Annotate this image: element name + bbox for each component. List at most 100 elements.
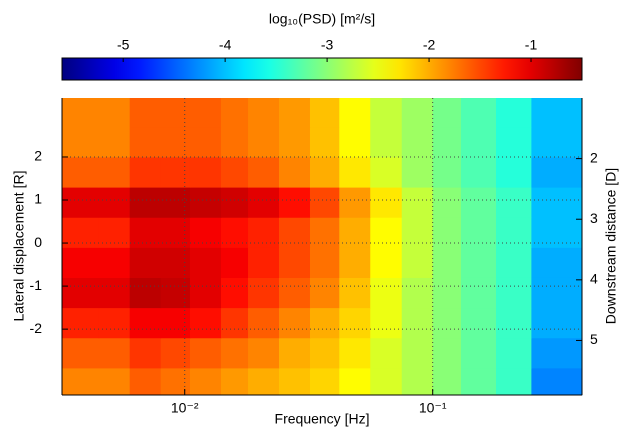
heatmap-cell	[98, 277, 131, 309]
heatmap-cell	[432, 307, 462, 339]
heatmap-cell	[339, 307, 371, 339]
heatmap-cell	[401, 337, 434, 369]
heatmap-cell	[339, 217, 371, 248]
heatmap-cell	[531, 98, 583, 128]
heatmap-cell	[432, 187, 462, 218]
heatmap-cell	[248, 126, 280, 158]
colorbar-title: log₁₀(PSD) [m²/s]	[269, 11, 375, 27]
heatmap-cell	[189, 247, 222, 278]
colorbar-tick-label: -1	[525, 37, 538, 53]
heatmap-cell	[496, 337, 532, 369]
heatmap-cell	[339, 367, 371, 396]
heatmap-cell	[220, 307, 249, 339]
heatmap-cell	[160, 126, 191, 158]
heatmap-cell	[401, 187, 434, 218]
heatmap-cell	[279, 337, 311, 369]
heatmap-cell	[279, 126, 311, 158]
heatmap-cell	[62, 98, 100, 128]
heatmap-cell	[220, 156, 249, 188]
heatmap-cell	[62, 156, 100, 188]
heatmap-cell	[460, 247, 497, 278]
heatmap-cell	[62, 277, 100, 309]
heatmap-cell	[160, 247, 191, 278]
heatmap-cell	[339, 277, 371, 309]
heatmap-cell	[98, 247, 131, 278]
heatmap-cell	[496, 247, 532, 278]
heatmap-cell	[189, 277, 222, 309]
heatmap-cell	[496, 156, 532, 188]
heatmap-cell	[160, 307, 191, 339]
heatmap-cell	[62, 337, 100, 369]
heatmap-cell	[432, 217, 462, 248]
x-tick-label: 10⁻²	[171, 400, 199, 416]
heatmap-cell	[62, 367, 100, 396]
heatmap-cell	[220, 277, 249, 309]
heatmap-cell	[98, 307, 131, 339]
heatmap-cell	[309, 187, 340, 218]
heatmap-cell	[309, 156, 340, 188]
heatmap-cell	[432, 98, 462, 128]
heatmap-cell	[98, 187, 131, 218]
y-tick-label: -2	[30, 320, 43, 336]
heatmap-cell	[401, 307, 434, 339]
heatmap-cell	[62, 217, 100, 248]
heatmap-cell	[160, 277, 191, 309]
heatmap-cell	[401, 247, 434, 278]
heatmap-cell	[220, 247, 249, 278]
heatmap-cell	[160, 156, 191, 188]
heatmap-cell	[279, 247, 311, 278]
y-tick-label: 0	[34, 234, 42, 250]
heatmap-cell	[129, 156, 162, 188]
y2-axis-label: Downstream distance [D]	[603, 168, 619, 324]
heatmap-cell	[370, 367, 403, 396]
x-tick-label: 10⁻¹	[419, 400, 447, 416]
heatmap-cell	[189, 307, 222, 339]
heatmap-cell	[279, 156, 311, 188]
heatmap-cell	[496, 98, 532, 128]
heatmap-cell	[248, 247, 280, 278]
heatmap-cell	[160, 187, 191, 218]
heatmap-cell	[339, 98, 371, 128]
heatmap-cell	[339, 337, 371, 369]
heatmap-cell	[460, 307, 497, 339]
heatmap-cell	[401, 156, 434, 188]
heatmap-cell	[98, 367, 131, 396]
heatmap-cell	[129, 277, 162, 309]
heatmap-cell	[189, 187, 222, 218]
heatmap-cell	[370, 277, 403, 309]
heatmap-cell	[460, 126, 497, 158]
heatmap-cell	[62, 126, 100, 158]
heatmap-cell	[432, 126, 462, 158]
heatmap-cell	[531, 187, 583, 218]
heatmap-cell	[220, 126, 249, 158]
heatmap-cell	[129, 367, 162, 396]
heatmap-cell	[309, 277, 340, 309]
heatmap-cell	[309, 367, 340, 396]
heatmap-cell	[432, 367, 462, 396]
heatmap-cell	[309, 98, 340, 128]
heatmap-cell	[531, 156, 583, 188]
heatmap-cell	[460, 98, 497, 128]
heatmap-cell	[531, 217, 583, 248]
heatmap-cell	[432, 337, 462, 369]
colorbar-tick-label: -5	[117, 37, 130, 53]
heatmap-cell	[370, 98, 403, 128]
heatmap-cell	[62, 307, 100, 339]
heatmap-cell	[401, 98, 434, 128]
heatmap-cell	[160, 217, 191, 248]
heatmap-cell	[248, 156, 280, 188]
heatmap-cell	[309, 337, 340, 369]
heatmap-cell	[496, 126, 532, 158]
heatmap-cell	[62, 187, 100, 218]
heatmap-cell	[160, 337, 191, 369]
heatmap-cell	[339, 156, 371, 188]
heatmap-cell	[370, 247, 403, 278]
heatmap-cell	[248, 187, 280, 218]
heatmap-cell	[531, 126, 583, 158]
heatmap-cell	[98, 98, 131, 128]
heatmap-cell	[370, 156, 403, 188]
colorbar-tick-label: -2	[423, 37, 436, 53]
heatmap-cell	[460, 367, 497, 396]
heatmap-cell	[129, 126, 162, 158]
heatmap-cell	[309, 126, 340, 158]
